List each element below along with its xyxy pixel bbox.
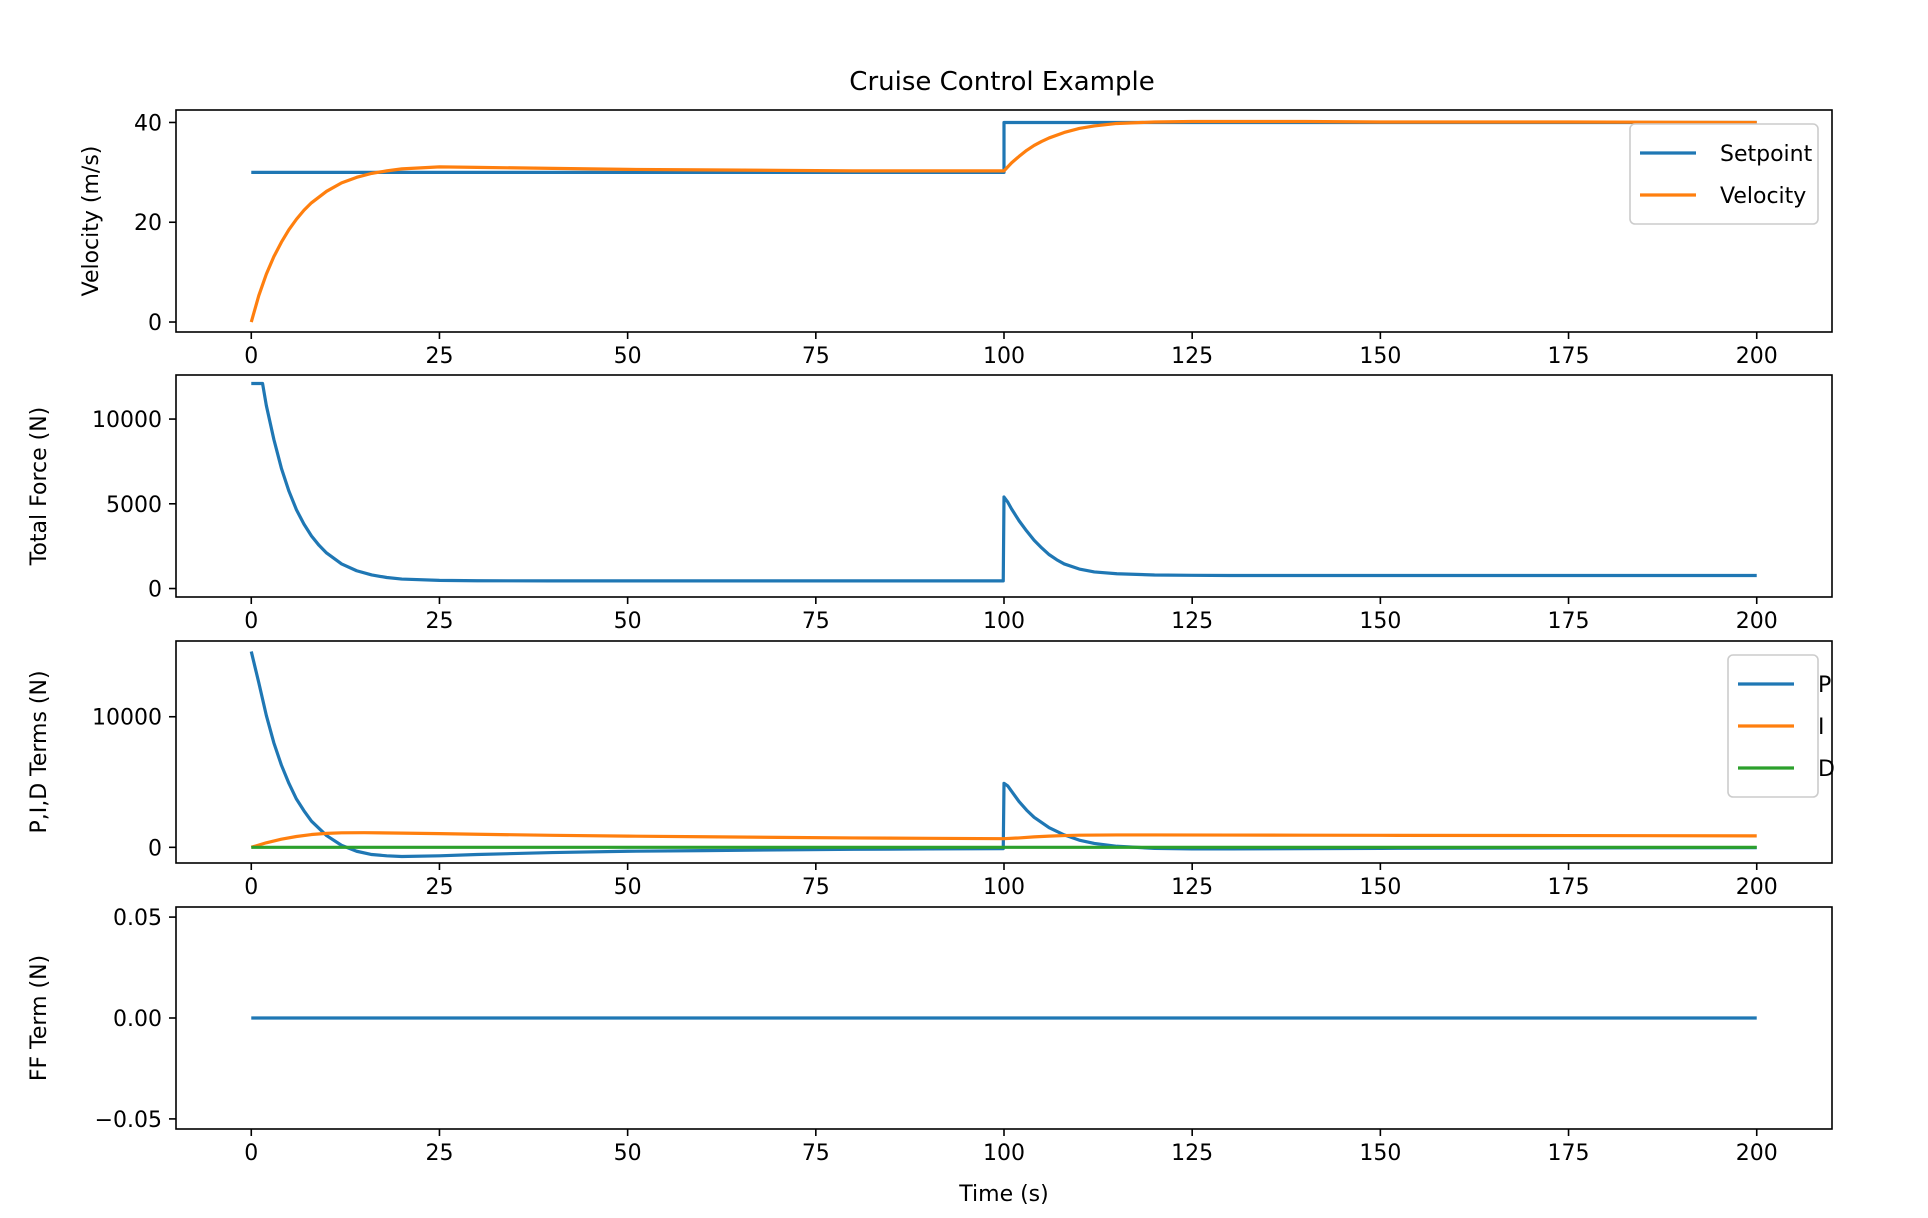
velocity-x-tick-label: 150 [1359,344,1401,369]
velocity-x-tick-label: 50 [614,344,642,369]
ff-x-tick-label: 25 [425,1141,453,1166]
pid-x-tick-label: 125 [1171,875,1213,900]
velocity-x-tick-label: 200 [1736,344,1778,369]
pid-y-tick-label: 0 [148,836,162,861]
ff-y-axis-label: FF Term (N) [27,955,52,1081]
subplot-force: 0 25 50 75 100 125 150 175 200 0 5000 10000 Total Fo… [27,374,1833,634]
force-x-tick-label: 200 [1736,609,1778,634]
chart-title: Cruise Control Example [849,67,1154,97]
ff-x-tick-label: 0 [244,1141,258,1166]
ff-x-tick-label: 125 [1171,1141,1213,1166]
force-x-tick-label: 125 [1171,609,1213,634]
ff-x-tick-label: 175 [1548,1141,1590,1166]
pid-legend: PID [1727,654,1835,798]
subplot-ff: 0 25 50 75 100 125 150 175 200 −0.05 0.00 0.05 FF Te… [27,906,1833,1207]
velocity-legend: Setpoint Velocity [1629,123,1819,225]
velocity-x-tick-label: 100 [983,344,1025,369]
pid-x-tick-label: 25 [425,875,453,900]
ff-y-tick-label: −0.05 [95,1108,162,1133]
velocity-x-tick-label: 175 [1548,344,1590,369]
pid-series-line-i [250,831,1757,849]
velocity-legend-label-setpoint: Setpoint [1720,142,1813,167]
pid-x-tick-label: 50 [614,875,642,900]
pid-legend-label-p: P [1818,673,1831,698]
ff-x-tick-label: 200 [1736,1141,1778,1166]
subplot-velocity: 0 25 50 75 100 125 150 175 200 0 20 40 Velocity (m/s… [79,109,1833,369]
force-y-tick-label: 10000 [92,408,162,433]
force-x-tick-label: 0 [244,609,258,634]
subplots-group: 0 25 50 75 100 125 150 175 200 0 20 40 Velocity (m/s… [27,109,1835,1207]
force-y-tick-label: 0 [148,578,162,603]
velocity-x-tick-label: 75 [802,344,830,369]
force-x-tick-label: 50 [614,609,642,634]
pid-x-tick-label: 200 [1736,875,1778,900]
velocity-legend-label-velocity: Velocity [1720,184,1806,209]
force-x-tick-label: 75 [802,609,830,634]
force-x-tick-label: 25 [425,609,453,634]
force-x-tick-label: 150 [1359,609,1401,634]
pid-x-tick-label: 75 [802,875,830,900]
velocity-x-tick-label: 0 [244,344,258,369]
ff-y-tick-label: 0.05 [113,906,162,931]
pid-x-tick-label: 0 [244,875,258,900]
ff-x-tick-label: 50 [614,1141,642,1166]
pid-x-tick-label: 175 [1548,875,1590,900]
velocity-y-tick-label: 40 [134,111,162,136]
pid-x-tick-label: 100 [983,875,1025,900]
pid-x-tick-label: 150 [1359,875,1401,900]
pid-legend-label-d: D [1818,757,1835,782]
pid-legend-label-i: I [1818,715,1825,740]
force-y-axis-label: Total Force (N) [27,407,52,567]
ff-x-tick-label: 150 [1359,1141,1401,1166]
ff-x-tick-label: 100 [983,1141,1025,1166]
force-series-line-0 [251,381,1757,583]
force-y-tick-label: 5000 [106,493,162,518]
velocity-y-axis-label: Velocity (m/s) [79,146,104,297]
subplot-pid: 0 25 50 75 100 125 150 175 200 0 10000 P,I,D Terms … [27,640,1835,900]
force-x-tick-label: 100 [983,609,1025,634]
pid-y-axis-label: P,I,D Terms (N) [27,670,52,833]
velocity-legend-box [1629,123,1819,225]
velocity-x-tick-label: 125 [1171,344,1213,369]
ff-x-tick-label: 75 [802,1141,830,1166]
pid-y-tick-label: 10000 [92,706,162,731]
velocity-series-line-velocity [249,119,1757,323]
velocity-x-tick-label: 25 [425,344,453,369]
velocity-y-tick-label: 0 [148,311,162,336]
velocity-y-tick-label: 20 [134,211,162,236]
x-axis-label: Time (s) [958,1182,1048,1207]
ff-y-tick-label: 0.00 [113,1007,162,1032]
force-x-tick-label: 175 [1548,609,1590,634]
